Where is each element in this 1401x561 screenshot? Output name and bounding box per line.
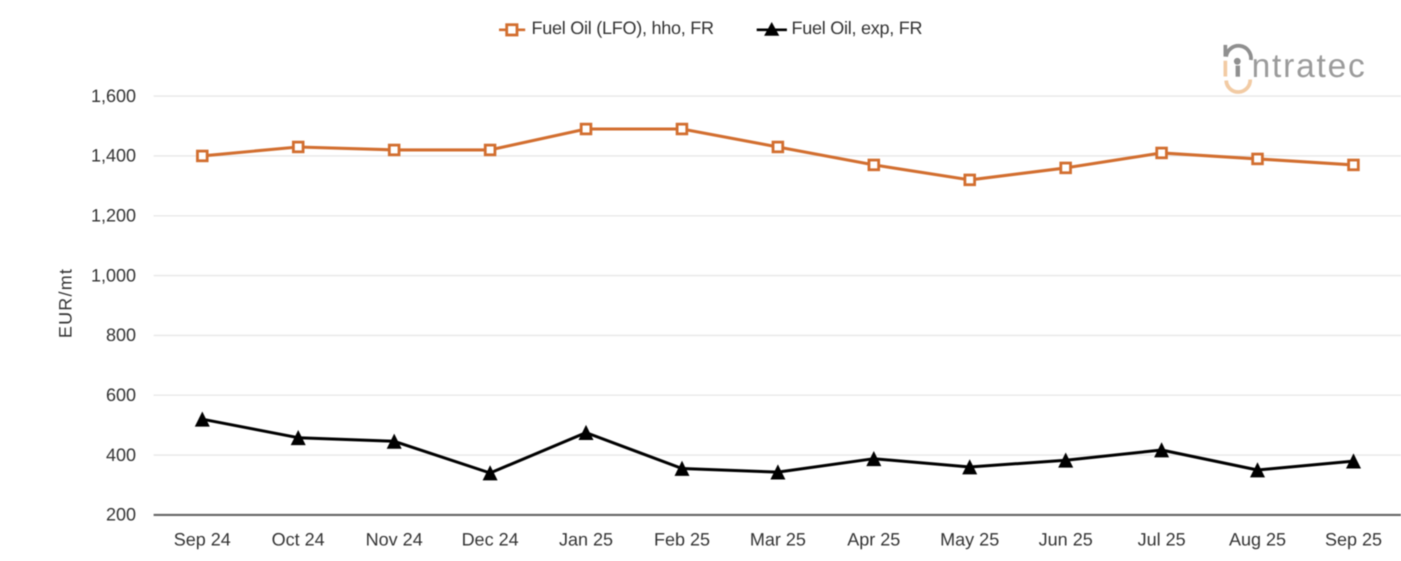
svg-text:Nov 24: Nov 24 [366, 530, 423, 550]
svg-text:Apr 25: Apr 25 [847, 530, 900, 550]
svg-text:Sep 24: Sep 24 [174, 530, 231, 550]
svg-text:Mar 25: Mar 25 [750, 530, 806, 550]
svg-text:Jun 25: Jun 25 [1039, 530, 1093, 550]
svg-text:Feb 25: Feb 25 [654, 530, 710, 550]
svg-text:200: 200 [106, 505, 136, 525]
svg-text:400: 400 [106, 445, 136, 465]
svg-text:Jul 25: Jul 25 [1138, 530, 1186, 550]
svg-text:1,600: 1,600 [91, 86, 136, 106]
svg-text:1,000: 1,000 [91, 265, 136, 285]
svg-text:800: 800 [106, 325, 136, 345]
svg-text:EUR/mt: EUR/mt [56, 268, 76, 338]
svg-text:1,200: 1,200 [91, 206, 136, 226]
svg-text:May 25: May 25 [940, 530, 999, 550]
svg-text:Dec 24: Dec 24 [462, 530, 519, 550]
svg-text:1,400: 1,400 [91, 146, 136, 166]
svg-text:Sep 25: Sep 25 [1325, 530, 1382, 550]
svg-text:ntratec: ntratec [1252, 48, 1367, 85]
svg-text:Fuel Oil (LFO), hho, FR: Fuel Oil (LFO), hho, FR [532, 18, 715, 38]
svg-text:Aug 25: Aug 25 [1229, 530, 1286, 550]
svg-text:Fuel Oil, exp, FR: Fuel Oil, exp, FR [792, 18, 923, 38]
svg-text:600: 600 [106, 385, 136, 405]
svg-text:Jan 25: Jan 25 [559, 530, 613, 550]
svg-text:Oct 24: Oct 24 [272, 530, 325, 550]
